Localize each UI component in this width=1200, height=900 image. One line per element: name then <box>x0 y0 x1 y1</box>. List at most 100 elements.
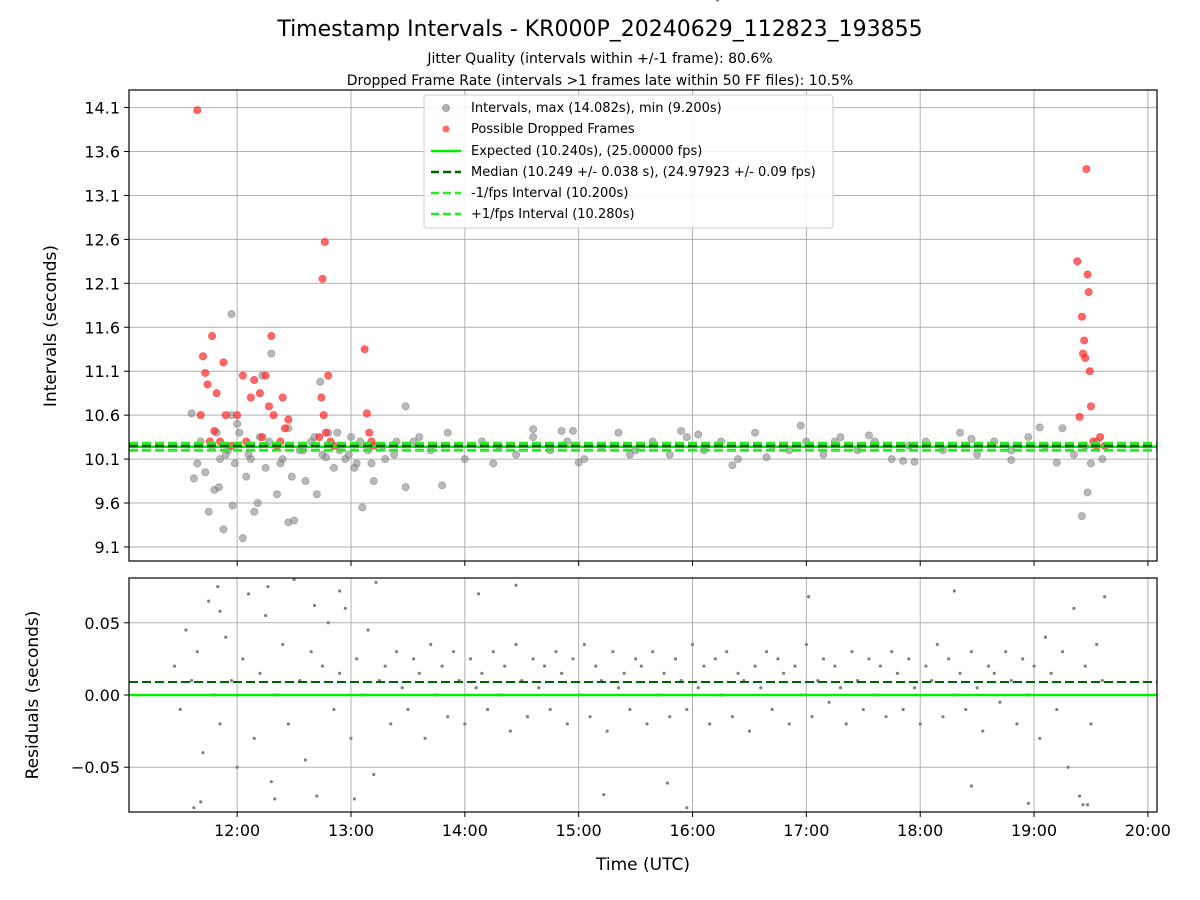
residual-point <box>651 650 655 654</box>
interval-point <box>864 431 873 440</box>
dropped-frame-point <box>362 409 371 418</box>
residual-point <box>1026 801 1030 805</box>
dropped-frame-point <box>318 274 327 283</box>
residual-point <box>833 664 837 668</box>
residual-point <box>343 606 347 610</box>
interval-point <box>1035 423 1044 432</box>
interval-point <box>762 453 771 462</box>
residual-point <box>264 613 268 618</box>
interval-point <box>329 463 338 472</box>
residual-point <box>338 671 342 675</box>
x-tick-label: 19:00 <box>1011 821 1057 840</box>
residual-point <box>514 583 518 587</box>
residual-point <box>406 707 410 712</box>
interval-point <box>333 428 342 437</box>
legend-frame <box>423 94 834 229</box>
interval-point <box>219 525 228 534</box>
residual-point <box>571 657 575 661</box>
residual-point <box>827 700 831 704</box>
residual-point <box>764 650 769 654</box>
dropped-frame-point <box>1077 312 1086 321</box>
interval-point <box>489 459 498 468</box>
intervals-y-axis-label: Intervals (seconds) <box>41 245 61 407</box>
intervals-scatter <box>187 310 1107 543</box>
residual-point <box>770 707 774 712</box>
residual-point <box>184 628 188 632</box>
residual-point <box>1021 657 1025 661</box>
interval-point <box>1083 488 1092 497</box>
x-tick-label: 13:00 <box>328 821 374 840</box>
interval-point <box>443 428 452 437</box>
residual-point <box>320 664 325 668</box>
intervals-panel: 14.1 13.6 13.1 12.6 12.1 11.6 11.1 10.6 10.1 9.6 9… <box>41 89 1158 566</box>
residual-point <box>246 592 251 596</box>
residual-point <box>1066 765 1070 769</box>
residual-point <box>514 642 518 647</box>
dropped-frame-point <box>255 389 264 398</box>
residual-point <box>1060 650 1065 654</box>
interval-point <box>580 455 589 464</box>
residual-point <box>787 722 791 726</box>
dropped-frame-point <box>1086 402 1095 411</box>
interval-point <box>887 455 896 464</box>
interval-point <box>381 455 390 464</box>
interval-point <box>625 450 634 459</box>
interval-point <box>233 419 242 428</box>
x-tick-label: 20:00 <box>1125 821 1171 840</box>
interval-point <box>529 425 538 434</box>
legend-item-plus-fps: +1/fps Interval (10.280s) <box>431 207 635 222</box>
interval-point <box>967 434 976 443</box>
residual-point <box>554 650 558 654</box>
dropped-frame-point <box>1083 270 1092 279</box>
dropped-frame-point <box>317 393 326 402</box>
interval-point <box>1024 433 1033 442</box>
residual-point <box>690 642 695 647</box>
residual-point <box>941 715 945 719</box>
dropped-frame-point <box>1084 288 1093 297</box>
interval-point <box>235 428 244 437</box>
residual-point <box>958 671 962 675</box>
residual-point <box>753 664 757 668</box>
interval-point <box>204 507 213 516</box>
dropped-frame-point <box>219 358 228 367</box>
dropped-frame-point <box>319 411 328 420</box>
residual-point <box>491 650 495 654</box>
residual-point <box>192 806 196 810</box>
legend-item-expected: Expected (10.240s), (25.00000 fps) <box>431 144 702 159</box>
residual-point <box>747 729 752 733</box>
residual-point <box>355 657 359 661</box>
interval-point <box>312 490 321 499</box>
residual-point <box>1015 722 1019 726</box>
x-tick-label: 14:00 <box>442 821 488 840</box>
residual-point <box>594 664 598 668</box>
residual-point <box>867 657 871 661</box>
residual-point <box>332 707 336 712</box>
legend-label-expected: Expected (10.240s), (25.00000 fps) <box>471 144 702 159</box>
interval-point <box>246 455 255 464</box>
residual-point <box>964 707 968 712</box>
interval-point <box>415 433 424 442</box>
interval-point <box>694 430 703 439</box>
x-tick-label: 16:00 <box>669 821 715 840</box>
dropped-frame-point <box>1082 165 1091 174</box>
x-tick-label: 17:00 <box>783 821 829 840</box>
interval-point <box>956 428 965 437</box>
interval-point <box>344 450 353 459</box>
dropped-frame-point <box>1085 367 1094 376</box>
dropped-frame-point <box>1073 257 1082 266</box>
residual-point <box>326 621 330 625</box>
residual-point <box>713 657 717 661</box>
residual-point <box>696 686 700 690</box>
interval-point <box>250 507 259 516</box>
residual-point <box>628 707 632 712</box>
residual-point <box>611 650 615 654</box>
residual-point <box>838 686 843 690</box>
residual-point <box>645 722 649 726</box>
intervals-legend: Intervals, max (14.082s), min (9.200s) P… <box>423 94 834 229</box>
legend-item-median: Median (10.249 +/- 0.038 s), (24.97923 +… <box>431 165 816 180</box>
residual-point <box>890 650 894 654</box>
legend-label-minus-fps: -1/fps Interval (10.200s) <box>471 186 628 201</box>
interval-point <box>460 455 469 464</box>
residual-point <box>338 589 342 593</box>
